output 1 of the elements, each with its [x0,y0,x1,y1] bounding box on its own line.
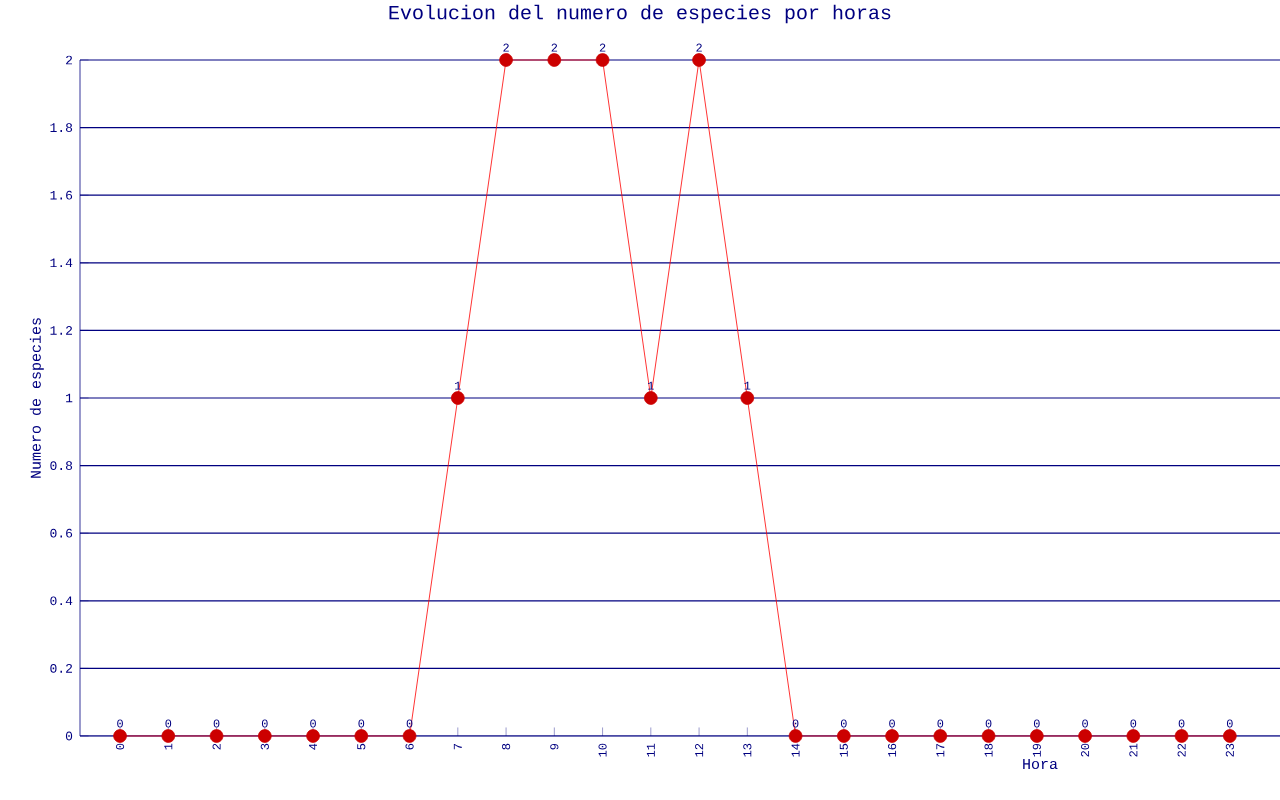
chart-title: Evolucion del numero de especies por horas [389,4,891,24]
